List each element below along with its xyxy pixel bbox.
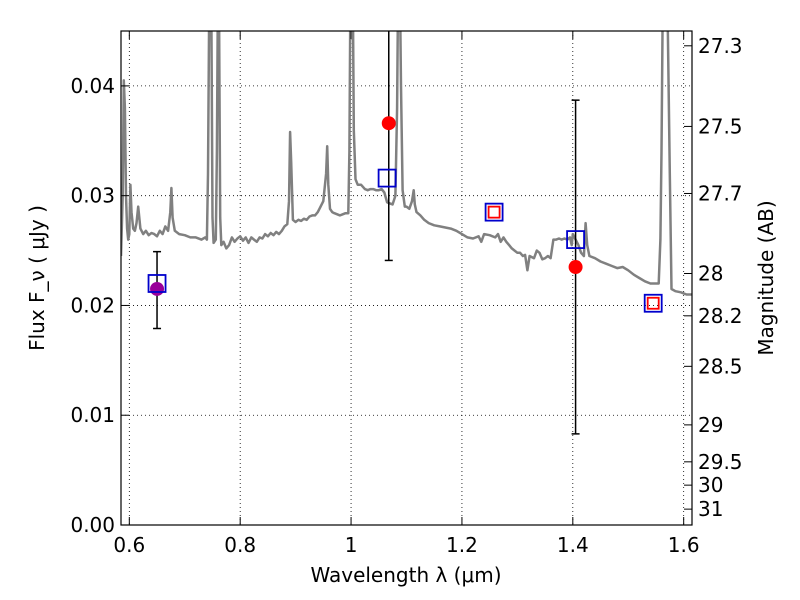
magnitude-tick-label: 27.5 [698, 114, 743, 138]
y-tick-label: 0.03 [70, 184, 115, 208]
x-tick-label: 1.4 [557, 533, 589, 557]
y-tick-label: 0.04 [70, 74, 115, 98]
data-point-square [147, 274, 167, 293]
x-tick-label: 1 [345, 533, 358, 557]
y-axis-right-label: Magnitude (AB) [754, 200, 778, 355]
data-point-square [646, 296, 660, 310]
y-tick-label: 0.01 [70, 403, 115, 427]
magnitude-tick-label: 31 [698, 497, 723, 521]
x-axis-label: Wavelength λ (μm) [310, 563, 501, 587]
data-point-circle [150, 281, 165, 296]
y-tick-label: 0.00 [70, 513, 115, 537]
y-axis-label: Flux F_ν ( μJy ) [25, 205, 49, 351]
axis-ticks: 0.6 0.8 1 1.2 1.4 1.6 0.00 0.01 0.02 0.03 0.04 27.3… [70, 31, 743, 557]
magnitude-tick-label: 30 [698, 473, 723, 497]
data-point-square [643, 293, 663, 313]
plot-frame [120, 30, 693, 526]
x-tick-label: 1.2 [446, 533, 478, 557]
data-markers [147, 31, 663, 435]
magnitude-tick-label: 29 [698, 413, 723, 437]
x-tick-label: 0.6 [113, 533, 145, 557]
magnitude-tick-label: 28.5 [698, 354, 743, 378]
data-point-square [487, 205, 501, 219]
magnitude-tick-label: 28 [698, 262, 723, 286]
data-point-circle [381, 116, 396, 131]
magnitude-tick-label: 29.5 [698, 450, 743, 474]
data-point-square [377, 168, 397, 188]
data-point-circle [568, 260, 583, 275]
magnitude-tick-label: 28.2 [698, 304, 743, 328]
data-point-square [566, 230, 585, 249]
magnitude-tick-label: 27.7 [698, 181, 743, 205]
plot-background [121, 31, 692, 525]
y-tick-label: 0.02 [70, 293, 115, 317]
x-tick-label: 1.6 [668, 533, 700, 557]
data-point-square [484, 202, 504, 222]
x-tick-label: 0.8 [224, 533, 256, 557]
magnitude-tick-label: 27.3 [698, 34, 743, 58]
